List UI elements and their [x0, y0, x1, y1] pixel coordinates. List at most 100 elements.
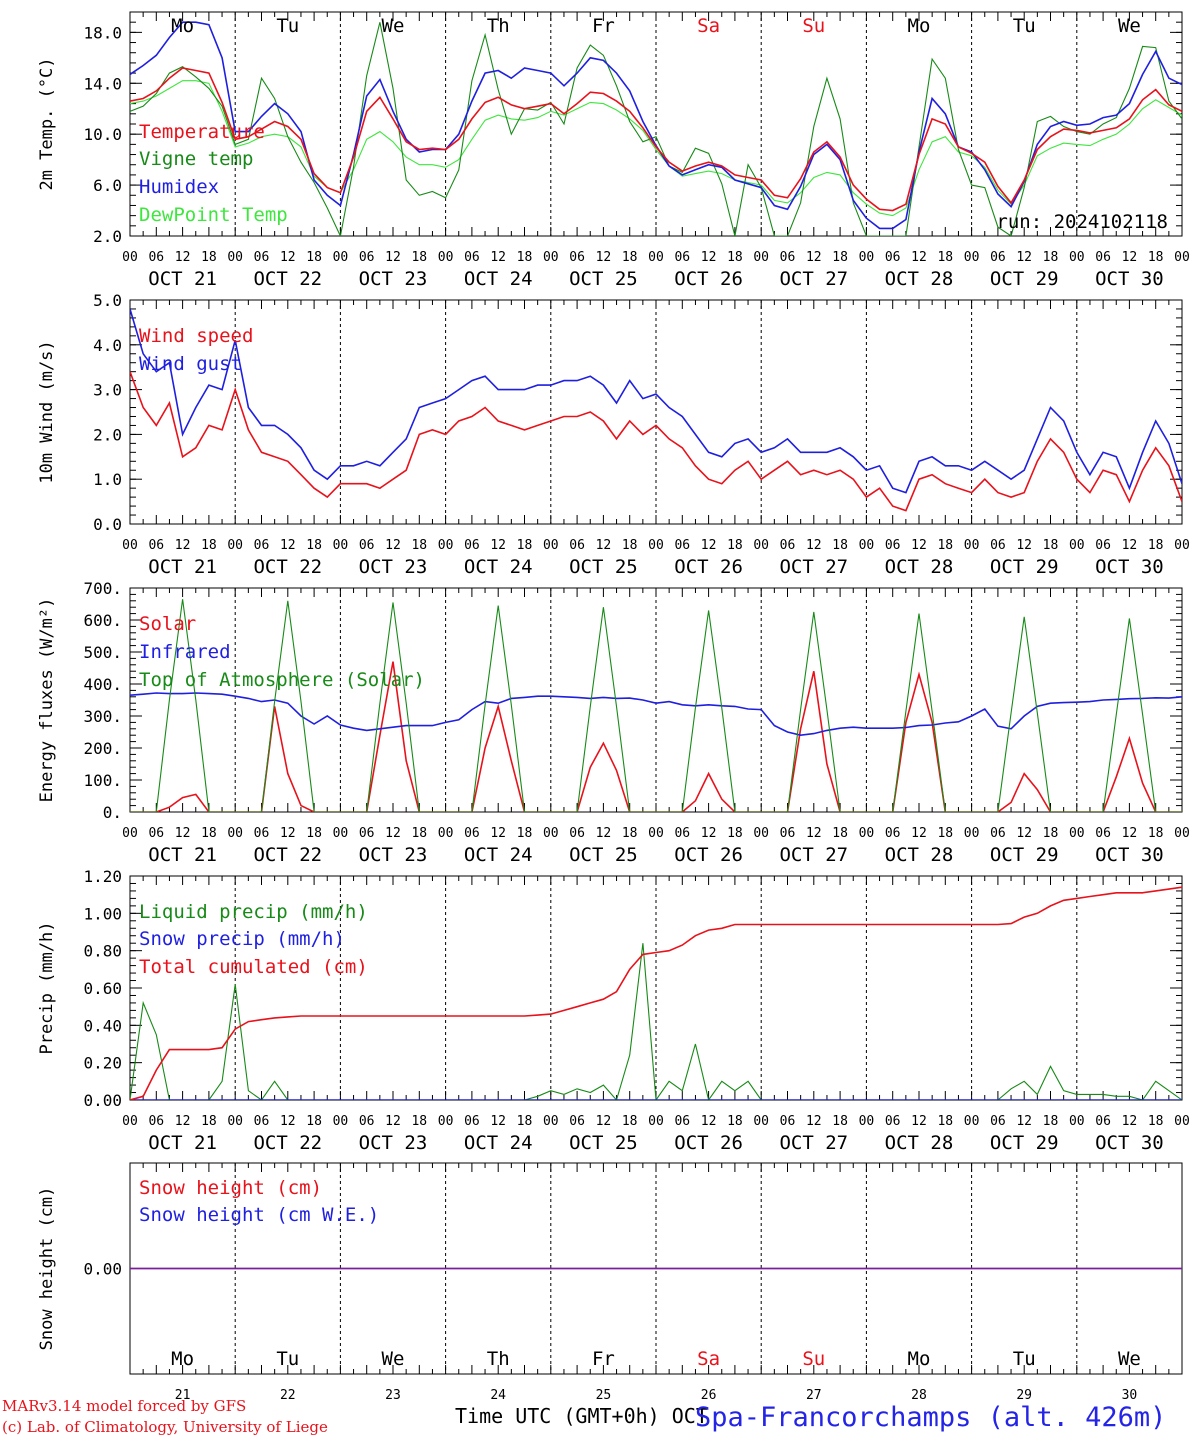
weekday-label: We — [382, 1348, 405, 1370]
y-tick-label: 0.40 — [83, 1016, 122, 1035]
hour-label: 00 — [753, 826, 769, 841]
hour-label: 06 — [254, 538, 270, 553]
hour-label: 00 — [648, 826, 664, 841]
hour-label: 12 — [175, 826, 191, 841]
date-label: OCT 23 — [359, 844, 428, 866]
date-label: OCT 23 — [359, 1132, 428, 1154]
hour-label: 12 — [911, 1114, 927, 1129]
hour-label: 00 — [859, 250, 875, 265]
hour-label: 12 — [1016, 1114, 1032, 1129]
weekday-label: Fr — [592, 15, 615, 37]
hour-label: 12 — [1122, 250, 1138, 265]
date-label: OCT 29 — [990, 556, 1059, 578]
y-tick-label: 300. — [83, 707, 122, 726]
date-label: OCT 29 — [990, 268, 1059, 290]
hour-label: 00 — [753, 538, 769, 553]
hour-label: 06 — [990, 250, 1006, 265]
date-label: OCT 30 — [1095, 844, 1164, 866]
hour-label: 18 — [1043, 538, 1059, 553]
hour-label: 00 — [333, 826, 349, 841]
hour-label: 12 — [280, 250, 296, 265]
hour-label: 12 — [1122, 826, 1138, 841]
hour-label: 18 — [306, 250, 322, 265]
weekday-label: Tu — [276, 1348, 299, 1370]
hour-label: 18 — [727, 1114, 743, 1129]
hour-label: 18 — [937, 538, 953, 553]
day-number: 27 — [806, 1388, 822, 1403]
hour-label: 18 — [727, 538, 743, 553]
hour-label: 00 — [1174, 250, 1190, 265]
hour-label: 06 — [674, 538, 690, 553]
weekday-label: We — [1118, 1348, 1141, 1370]
legend-entry: Wind speed — [139, 325, 253, 347]
y-tick-label: 2.0 — [93, 227, 122, 246]
date-label: OCT 21 — [148, 1132, 217, 1154]
hour-label: 18 — [1148, 1114, 1164, 1129]
hour-label: 18 — [937, 250, 953, 265]
series-line — [130, 22, 1182, 236]
hour-label: 06 — [1095, 538, 1111, 553]
hour-label: 12 — [490, 538, 506, 553]
y-tick-label: 0.80 — [83, 942, 122, 961]
x-axis-title: Time UTC (GMT+0h) OCT — [455, 1404, 708, 1428]
date-label: OCT 27 — [779, 556, 848, 578]
hour-label: 18 — [201, 826, 217, 841]
y-tick-label: 1.20 — [83, 867, 122, 886]
hour-label: 18 — [306, 1114, 322, 1129]
series-line — [130, 943, 1182, 1100]
hour-label: 06 — [359, 538, 375, 553]
hour-label: 18 — [517, 826, 533, 841]
hour-label: 18 — [517, 1114, 533, 1129]
hour-label: 12 — [280, 826, 296, 841]
hour-label: 12 — [175, 250, 191, 265]
hour-label: 00 — [964, 1114, 980, 1129]
hour-label: 12 — [385, 250, 401, 265]
weekday-label: Mo — [908, 15, 931, 37]
date-label: OCT 26 — [674, 556, 743, 578]
weekday-label: Mo — [171, 1348, 194, 1370]
hour-label: 12 — [1016, 538, 1032, 553]
panel-frame — [129, 587, 1183, 813]
hour-label: 06 — [990, 826, 1006, 841]
weekday-label: We — [382, 15, 405, 37]
legend-entry: Wind gust — [139, 353, 242, 375]
hour-label: 18 — [727, 250, 743, 265]
series-line — [130, 371, 1182, 512]
y-tick-label: 4.0 — [93, 336, 122, 355]
series-line — [130, 308, 1182, 494]
series-line — [130, 692, 1182, 737]
hour-label: 18 — [1148, 250, 1164, 265]
date-label: OCT 30 — [1095, 268, 1164, 290]
hour-label: 06 — [148, 538, 164, 553]
hour-label: 12 — [596, 250, 612, 265]
date-label: OCT 28 — [885, 268, 954, 290]
hour-label: 06 — [148, 826, 164, 841]
weekday-label: Tu — [1013, 15, 1036, 37]
hour-label: 00 — [227, 538, 243, 553]
hour-label: 18 — [306, 538, 322, 553]
series-line — [130, 67, 1182, 212]
hour-label: 18 — [1148, 826, 1164, 841]
weekday-label: Sa — [697, 1348, 720, 1370]
hour-label: 12 — [175, 538, 191, 553]
weekday-label: Mo — [908, 1348, 931, 1370]
hour-label: 12 — [280, 1114, 296, 1129]
hour-label: 12 — [806, 538, 822, 553]
hour-label: 12 — [806, 826, 822, 841]
hour-label: 00 — [333, 1114, 349, 1129]
hour-label: 06 — [885, 826, 901, 841]
hour-label: 18 — [201, 1114, 217, 1129]
hour-label: 06 — [990, 538, 1006, 553]
date-label: OCT 22 — [253, 268, 322, 290]
hour-label: 00 — [1174, 1114, 1190, 1129]
hour-label: 00 — [122, 250, 138, 265]
date-label: OCT 24 — [464, 844, 533, 866]
hour-label: 00 — [1069, 826, 1085, 841]
y-tick-label: 10.0 — [83, 125, 122, 144]
series-line — [130, 21, 1182, 230]
panel-frame — [129, 11, 1183, 237]
hour-label: 00 — [227, 250, 243, 265]
legend-entry: DewPoint Temp — [139, 204, 288, 226]
hour-label: 00 — [648, 250, 664, 265]
hour-label: 00 — [1174, 538, 1190, 553]
